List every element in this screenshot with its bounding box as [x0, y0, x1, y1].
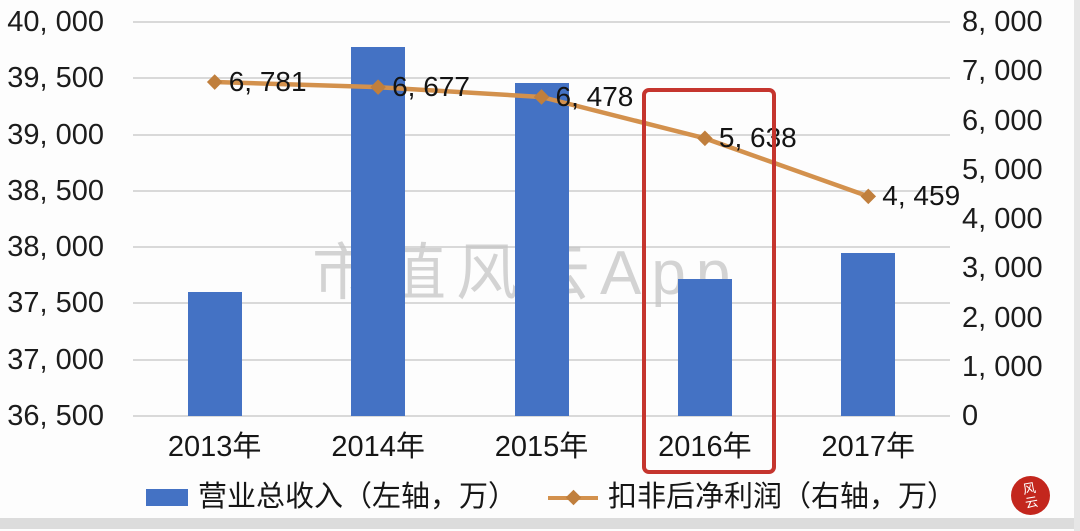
left-axis-tick-label: 40, 000: [7, 6, 104, 38]
line-data-label: 6, 677: [392, 71, 470, 103]
right-axis-tick-label: 7, 000: [962, 55, 1043, 88]
bar-2: [351, 46, 406, 416]
left-axis-tick-label: 39, 000: [7, 118, 104, 151]
left-axis-tick-label: 38, 000: [7, 231, 104, 264]
right-edge-band: [1074, 0, 1080, 531]
line-point-marker: [370, 79, 386, 95]
x-axis-category-label: 2016年: [658, 431, 752, 463]
bar-1: [187, 292, 242, 416]
bar-5: [841, 252, 896, 416]
right-axis-tick-label: 3, 000: [962, 252, 1043, 285]
bar-3: [514, 82, 569, 416]
legend-item-profit: 扣非后净利润（右轴，万）: [548, 480, 956, 514]
bar-4: [677, 278, 732, 416]
grid-line: [133, 77, 950, 80]
right-axis-tick-label: 4, 000: [962, 203, 1043, 235]
left-axis-tick-label: 38, 500: [7, 174, 104, 207]
seal-logo-text: 风云: [1021, 479, 1040, 511]
line-point-marker: [860, 188, 877, 205]
bottom-edge-band: [0, 518, 1080, 529]
right-axis-tick-label: 8, 000: [962, 6, 1043, 38]
bar-series-swatch: [146, 488, 188, 506]
line-series-swatch: [548, 488, 598, 506]
line-point-marker: [206, 74, 223, 90]
right-axis-tick-label: 2, 000: [962, 301, 1043, 334]
right-axis-tick-label: 6, 000: [962, 104, 1043, 137]
line-data-label: 5, 638: [718, 122, 797, 154]
legend-label-revenue: 营业总收入（左轴，万）: [198, 481, 518, 513]
grid-line: [133, 21, 950, 23]
left-axis-tick-label: 39, 500: [7, 62, 104, 95]
x-axis-category-label: 2017年: [821, 431, 916, 463]
line-data-label: 4, 459: [882, 180, 961, 212]
line-point-marker: [697, 130, 713, 147]
right-axis-tick-label: 0: [962, 400, 979, 432]
line-data-label: 6, 781: [228, 66, 307, 98]
right-axis-tick-label: 5, 000: [962, 153, 1043, 186]
line-data-label: 6, 478: [555, 80, 634, 112]
highlight-rect-2016: [641, 88, 776, 474]
line-point-marker: [533, 89, 550, 105]
legend-label-profit: 扣非后净利润（右轴，万）: [608, 481, 957, 513]
left-axis-tick-label: 36, 500: [7, 400, 104, 432]
legend-item-revenue: 营业总收入（左轴，万）: [146, 480, 517, 514]
left-axis-tick-label: 37, 000: [7, 343, 104, 376]
x-axis-category-label: 2013年: [167, 431, 262, 463]
x-axis-category-label: 2015年: [494, 431, 589, 463]
left-axis-tick-label: 37, 500: [7, 287, 104, 320]
right-axis-tick-label: 1, 000: [962, 350, 1043, 383]
x-axis-category-label: 2014年: [331, 431, 425, 463]
seal-logo: 风云: [1011, 476, 1050, 515]
grid-line: [133, 415, 950, 417]
